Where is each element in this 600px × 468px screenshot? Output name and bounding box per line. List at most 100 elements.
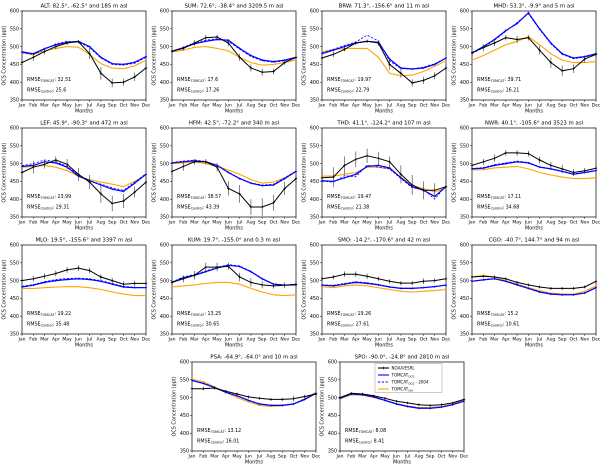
y-tick-label: 600	[160, 126, 169, 132]
series-noaa-esrl	[339, 392, 465, 406]
y-tick-label: 600	[180, 360, 189, 366]
x-tick-label: Aug	[247, 220, 256, 226]
x-tick-label: Jul	[386, 103, 392, 109]
y-tick-label: 600	[10, 9, 19, 15]
series-noaa-esrl	[471, 37, 597, 72]
x-tick-label: Feb	[479, 337, 487, 343]
y-tick-label: 350	[310, 332, 319, 338]
x-tick-label: Mar	[358, 454, 367, 460]
x-tick-label: Jun	[224, 103, 232, 109]
x-tick-label: Feb	[179, 220, 187, 226]
x-tick-label: Nov	[580, 337, 589, 343]
x-tick-label: May	[362, 337, 372, 343]
panel-title: CGO: -40.7°, 144.7° and 94 m asl	[489, 238, 580, 244]
noaa-esrl-markers	[470, 275, 598, 290]
x-tick-label: Nov	[580, 103, 589, 109]
series-tomcat-ctrl	[321, 284, 447, 293]
y-tick-label: 500	[328, 395, 337, 401]
x-tick-label: Jan	[318, 103, 326, 109]
y-tick-label: 350	[460, 332, 469, 338]
x-axis-label: Months	[75, 226, 93, 232]
noaa-esrl-markers	[320, 40, 448, 85]
y-tick-label: 500	[460, 161, 469, 167]
series-tomcat-ocs	[339, 393, 465, 409]
x-tick-label: Sep	[558, 103, 567, 109]
panel-NWR: 350 400 450 500 550 600 Jan Feb Mar Apr May Jun Jul A…	[452, 121, 600, 232]
axes-frame	[471, 244, 597, 335]
y-tick-label: 400	[310, 80, 319, 86]
y-tick-label: 600	[328, 360, 337, 366]
y-tick-label: 400	[180, 431, 189, 437]
x-tick-label: Oct	[420, 220, 428, 226]
rmse-control-annotation: RMSEControl: 35.48	[27, 322, 69, 328]
rmse-control-annotation: RMSEControl: 17.26	[177, 88, 219, 94]
panel-BRW: 350 400 450 500 550 600 Jan Feb Mar Apr May Jun Jul A…	[302, 4, 451, 115]
y-tick-label: 350	[310, 215, 319, 221]
rmse-control-annotation: RMSEControl: 34.68	[477, 205, 519, 211]
x-tick-label: Jul	[536, 337, 542, 343]
x-tick-label: Feb	[179, 337, 187, 343]
x-tick-label: Nov	[430, 337, 439, 343]
series-tomcat-ocs-2004	[21, 277, 146, 288]
x-tick-label: Apr	[352, 337, 360, 343]
y-tick-label: 450	[328, 413, 337, 419]
rmse-control-annotation: RMSEControl: 21.38	[327, 205, 369, 211]
x-tick-label: Feb	[179, 103, 187, 109]
x-tick-label: Jul	[536, 220, 542, 226]
x-axis-label: Months	[75, 109, 93, 115]
y-tick-label: 500	[460, 278, 469, 284]
axes-frame	[321, 10, 447, 101]
x-tick-label: Nov	[130, 220, 139, 226]
x-tick-label: May	[62, 220, 72, 226]
x-tick-label: Sep	[108, 337, 117, 343]
panel-title: SPO: -90.0°, -24.8° and 2810 m asl	[355, 355, 450, 361]
series-tomcat-ocs	[321, 40, 447, 70]
series-tomcat-ctrl	[21, 46, 147, 70]
series-noaa-esrl	[21, 267, 146, 285]
y-tick-label: 550	[160, 27, 169, 33]
y-tick-label: 600	[10, 126, 19, 132]
y-tick-label: 350	[10, 215, 19, 221]
panel-title: SMO: -14.2°, -170.6° and 42 m asl	[338, 238, 431, 244]
y-tick-label: 500	[180, 395, 189, 401]
panel-title: PSA: -64.9°, -64.0° and 10 m asl	[210, 355, 297, 361]
series-noaa-esrl	[321, 273, 447, 284]
y-tick-label: 550	[10, 144, 19, 150]
y-tick-label: 450	[180, 413, 189, 419]
series-noaa-esrl	[171, 36, 297, 73]
x-tick-label: Mar	[490, 337, 499, 343]
series-tomcat-ocs	[321, 164, 447, 198]
series-tomcat-ctrl	[21, 164, 147, 188]
y-tick-label: 500	[10, 44, 19, 50]
y-tick-label: 350	[328, 449, 337, 455]
x-tick-label: May	[62, 103, 72, 109]
x-tick-label: Apr	[202, 337, 210, 343]
x-tick-label: Dec	[292, 337, 300, 343]
noaa-esrl-markers	[170, 265, 298, 288]
x-tick-label: Nov	[580, 220, 589, 226]
x-tick-label: Aug	[397, 220, 406, 226]
x-tick-label: Sep	[258, 103, 267, 109]
x-tick-label: Feb	[329, 220, 337, 226]
x-tick-label: Mar	[340, 103, 349, 109]
x-tick-label: Dec	[292, 103, 300, 109]
x-tick-label: Feb	[329, 337, 337, 343]
noaa-esrl-markers	[190, 386, 318, 401]
x-tick-label: May	[380, 454, 390, 460]
y-tick-label: 500	[310, 278, 319, 284]
y-tick-label: 600	[460, 126, 469, 132]
x-tick-label: Dec	[312, 454, 320, 460]
legend-label: TOMCATCtrl	[391, 387, 414, 393]
y-tick-label: 350	[310, 98, 319, 104]
series-tomcat-ctrl	[471, 35, 597, 64]
x-tick-label: Nov	[300, 454, 309, 460]
x-tick-label: Jul	[386, 337, 392, 343]
x-tick-label: Mar	[190, 103, 199, 109]
series-tomcat-ocs-2004	[321, 34, 447, 70]
panel-title: BRW: 71.3°, -156.6° and 11 m asl	[339, 4, 430, 10]
y-tick-label: 600	[460, 243, 469, 249]
series-noaa-esrl	[471, 275, 597, 289]
x-tick-label: Jan	[336, 454, 344, 460]
y-tick-label: 400	[10, 314, 19, 320]
